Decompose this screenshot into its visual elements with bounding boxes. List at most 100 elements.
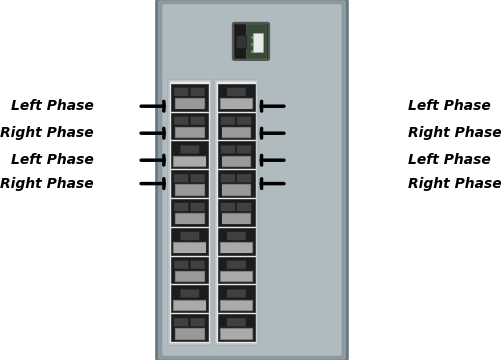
- FancyBboxPatch shape: [180, 289, 199, 298]
- Bar: [219, 300, 253, 311]
- FancyBboxPatch shape: [232, 23, 269, 60]
- Bar: [222, 128, 250, 138]
- Bar: [219, 242, 253, 253]
- Bar: [173, 157, 205, 166]
- FancyBboxPatch shape: [173, 260, 188, 269]
- FancyBboxPatch shape: [215, 81, 257, 344]
- FancyBboxPatch shape: [173, 116, 188, 125]
- Bar: [173, 242, 206, 253]
- FancyBboxPatch shape: [180, 145, 199, 154]
- Bar: [175, 185, 203, 195]
- FancyBboxPatch shape: [220, 203, 235, 211]
- Bar: [171, 113, 208, 139]
- Bar: [221, 127, 250, 138]
- Bar: [219, 98, 253, 109]
- Bar: [173, 301, 205, 310]
- Bar: [171, 84, 208, 111]
- Text: Left Phase: Left Phase: [11, 99, 93, 113]
- Bar: [222, 157, 250, 166]
- Bar: [175, 184, 204, 195]
- FancyBboxPatch shape: [236, 174, 251, 183]
- FancyBboxPatch shape: [236, 145, 251, 154]
- FancyBboxPatch shape: [226, 289, 245, 298]
- FancyBboxPatch shape: [214, 80, 258, 345]
- Bar: [221, 156, 250, 167]
- Bar: [220, 99, 252, 109]
- FancyBboxPatch shape: [190, 87, 204, 96]
- Bar: [250, 36, 258, 39]
- FancyBboxPatch shape: [180, 231, 199, 240]
- Bar: [220, 301, 252, 310]
- Bar: [175, 99, 203, 109]
- Bar: [220, 243, 252, 253]
- Bar: [171, 141, 208, 168]
- Bar: [175, 213, 204, 224]
- FancyBboxPatch shape: [190, 203, 204, 211]
- FancyBboxPatch shape: [169, 81, 210, 344]
- Bar: [217, 170, 255, 197]
- Bar: [217, 113, 255, 139]
- FancyBboxPatch shape: [226, 87, 245, 96]
- Bar: [219, 328, 253, 339]
- Bar: [217, 285, 255, 312]
- Bar: [175, 271, 204, 282]
- Bar: [171, 170, 208, 197]
- Bar: [175, 214, 203, 224]
- FancyBboxPatch shape: [173, 87, 188, 96]
- Bar: [175, 272, 203, 282]
- FancyBboxPatch shape: [236, 203, 251, 211]
- Bar: [171, 314, 208, 341]
- Bar: [171, 257, 208, 283]
- FancyBboxPatch shape: [167, 80, 211, 345]
- FancyBboxPatch shape: [220, 145, 235, 154]
- Bar: [217, 257, 255, 283]
- FancyBboxPatch shape: [226, 318, 245, 327]
- Bar: [217, 314, 255, 341]
- Bar: [173, 156, 206, 167]
- Bar: [175, 98, 204, 109]
- FancyBboxPatch shape: [173, 203, 188, 211]
- FancyBboxPatch shape: [246, 24, 267, 59]
- Bar: [175, 329, 203, 339]
- Bar: [250, 43, 258, 46]
- Bar: [220, 329, 252, 339]
- FancyBboxPatch shape: [190, 318, 204, 327]
- Bar: [173, 243, 205, 253]
- Bar: [220, 272, 252, 282]
- Bar: [175, 127, 204, 138]
- Bar: [217, 141, 255, 168]
- FancyBboxPatch shape: [173, 174, 188, 183]
- Bar: [217, 228, 255, 255]
- Text: Left Phase: Left Phase: [408, 99, 490, 113]
- Bar: [253, 33, 262, 52]
- Bar: [173, 300, 206, 311]
- FancyBboxPatch shape: [234, 24, 247, 59]
- Text: Right Phase: Right Phase: [408, 126, 501, 140]
- FancyBboxPatch shape: [156, 0, 347, 360]
- FancyBboxPatch shape: [220, 116, 235, 125]
- Bar: [217, 84, 255, 111]
- Bar: [222, 214, 250, 224]
- Bar: [221, 184, 250, 195]
- Text: Right Phase: Right Phase: [408, 177, 501, 190]
- Bar: [221, 213, 250, 224]
- FancyBboxPatch shape: [161, 4, 342, 356]
- Bar: [171, 285, 208, 312]
- FancyBboxPatch shape: [190, 174, 204, 183]
- Text: Right Phase: Right Phase: [0, 126, 93, 140]
- Text: Right Phase: Right Phase: [0, 177, 93, 190]
- FancyBboxPatch shape: [226, 231, 245, 240]
- Bar: [175, 328, 204, 339]
- Text: Left Phase: Left Phase: [11, 153, 93, 167]
- FancyBboxPatch shape: [190, 116, 204, 125]
- FancyBboxPatch shape: [190, 260, 204, 269]
- Text: Left Phase: Left Phase: [408, 153, 490, 167]
- Bar: [217, 199, 255, 226]
- FancyBboxPatch shape: [220, 174, 235, 183]
- FancyBboxPatch shape: [226, 260, 245, 269]
- Bar: [175, 128, 203, 138]
- FancyBboxPatch shape: [173, 318, 188, 327]
- Bar: [171, 228, 208, 255]
- Bar: [219, 271, 253, 282]
- Bar: [222, 185, 250, 195]
